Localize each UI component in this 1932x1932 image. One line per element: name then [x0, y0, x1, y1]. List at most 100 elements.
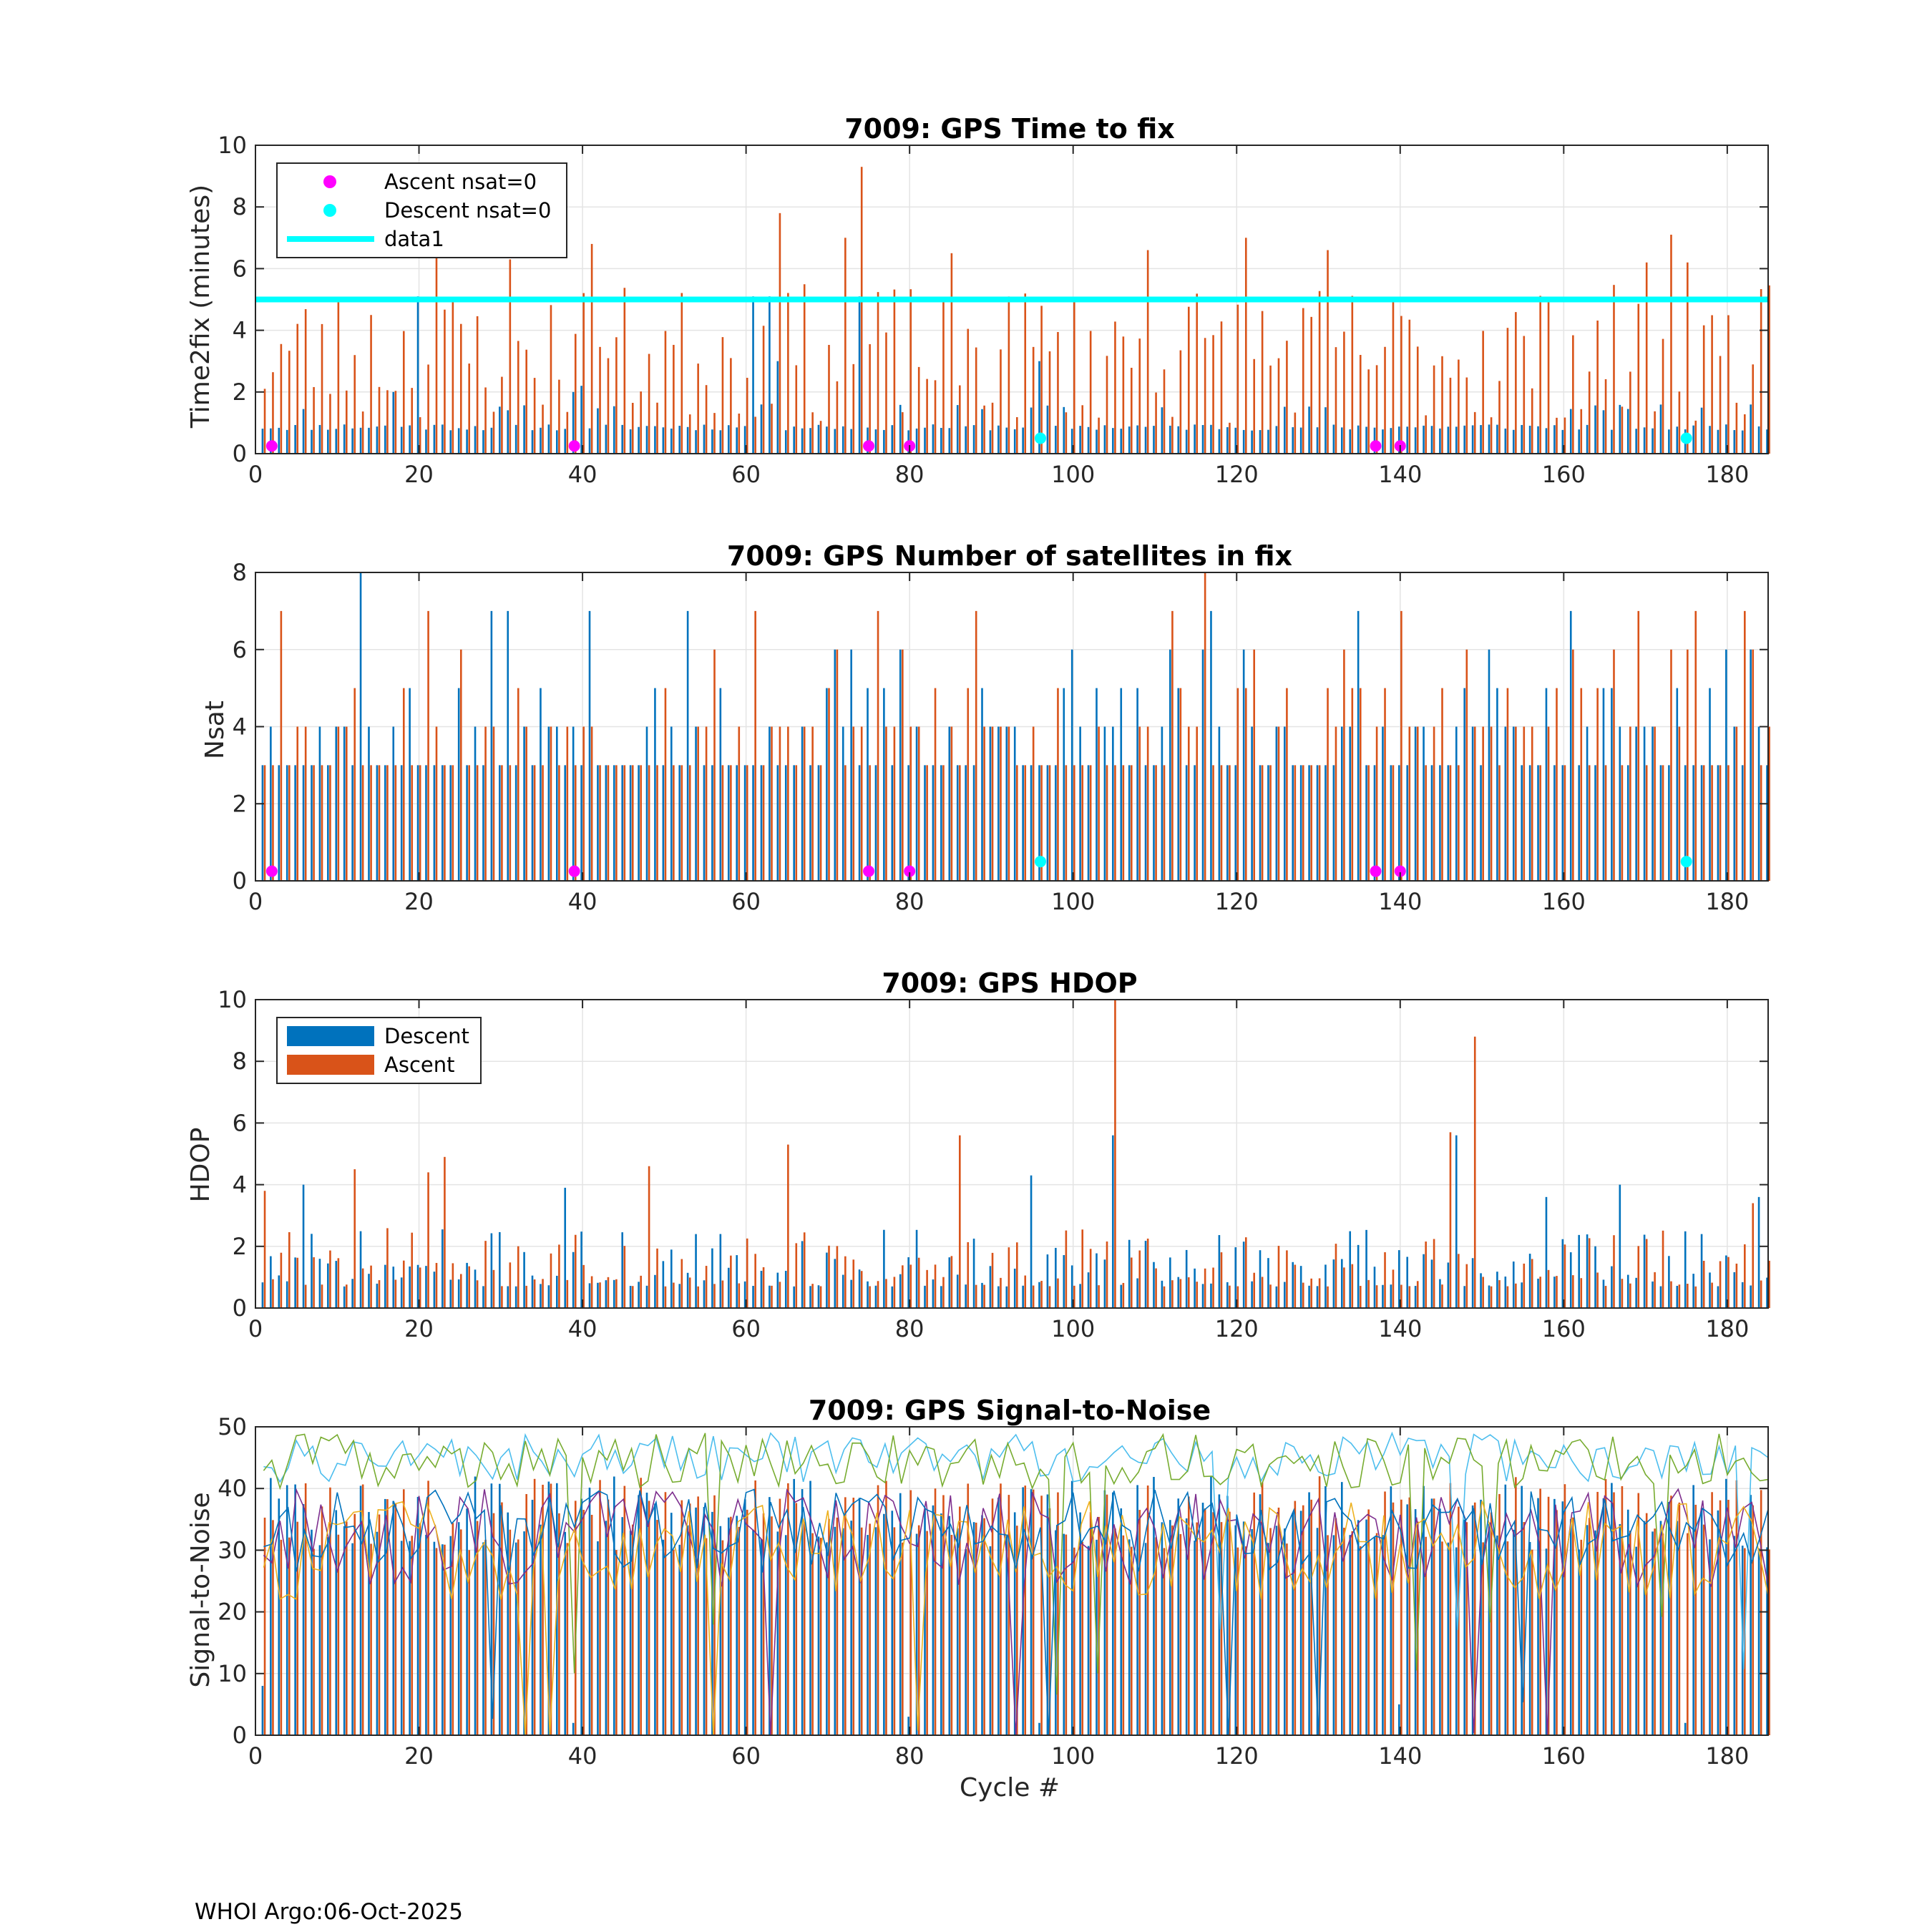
- snr-axes-box: [255, 1426, 1769, 1736]
- snr-xtick-label: 140: [1378, 1742, 1422, 1770]
- hdop-descent-bar: [1136, 1278, 1138, 1308]
- snr-descent-bar: [1079, 1512, 1081, 1735]
- time2fix-ascent-bar: [1212, 335, 1214, 454]
- hdop-descent-bar: [678, 1284, 681, 1308]
- hdop-descent-bar: [834, 1259, 836, 1308]
- time2fix-ascent-bar: [1236, 304, 1239, 454]
- time2fix-descent-bar: [580, 386, 582, 454]
- snr-ascent-bar: [656, 1520, 658, 1735]
- snr-ascent-bar: [1155, 1537, 1157, 1735]
- snr-descent-bar: [1340, 1482, 1343, 1735]
- hdop-ascent-bar: [599, 1282, 601, 1308]
- nsat-ascent-nsat0-marker: [1394, 865, 1406, 877]
- snr-ascent-bar: [1588, 1518, 1591, 1735]
- hdop-descent-bar: [1414, 1286, 1417, 1308]
- time2fix-descent-bar: [989, 430, 992, 454]
- hdop-ascent-bar: [623, 1246, 626, 1308]
- time2fix-ascent-bar: [345, 390, 348, 454]
- nsat-descent-bar: [817, 765, 820, 881]
- nsat-ascent-bar: [697, 726, 699, 881]
- nsat-ascent-bar: [1089, 765, 1092, 881]
- nsat-descent-bar: [1234, 765, 1237, 881]
- snr-ascent-bar: [1596, 1491, 1599, 1735]
- snr-descent-bar: [727, 1517, 730, 1735]
- nsat-descent-bar: [1382, 726, 1384, 881]
- time2fix-descent-bar: [1292, 427, 1294, 454]
- time2fix-descent-bar: [425, 429, 427, 454]
- time2fix-ascent-bar: [411, 388, 414, 454]
- time2fix-descent-bar: [1733, 430, 1736, 454]
- hdop-ascent-bar: [1498, 1280, 1501, 1308]
- nsat-ascent-bar: [525, 726, 527, 881]
- hdop-descent-bar: [1447, 1262, 1450, 1308]
- snr-descent-bar: [425, 1534, 427, 1735]
- nsat-ascent-bar: [771, 726, 773, 881]
- nsat-descent-bar: [1340, 726, 1343, 881]
- time2fix-ascent-bar: [787, 293, 789, 454]
- hdop-descent-bar: [1676, 1285, 1679, 1308]
- nsat-ascent-bar: [1735, 726, 1738, 881]
- hdop-ascent-bar: [452, 1263, 454, 1308]
- hdop-ascent-bar: [280, 1252, 283, 1308]
- nsat-ascent-bar: [1744, 610, 1746, 881]
- time2fix-ascent-bar: [893, 289, 896, 454]
- hdop-descent-bar: [1316, 1286, 1319, 1308]
- snr-ascent-bar: [525, 1493, 527, 1735]
- snr-descent-bar: [441, 1544, 444, 1735]
- time2fix-ascent-bar: [1375, 365, 1378, 454]
- nsat-descent-bar: [327, 765, 329, 881]
- hdop-descent-bar: [302, 1184, 305, 1308]
- nsat-ascent-bar: [1138, 726, 1141, 881]
- nsat-descent-bar: [1161, 726, 1163, 881]
- snr-ascent-bar: [296, 1521, 299, 1735]
- snr-ascent-bar: [468, 1550, 471, 1735]
- snr-ascent-bar: [1613, 1492, 1615, 1735]
- snr-ascent-bar: [950, 1534, 953, 1735]
- nsat-ascent-bar: [869, 765, 871, 881]
- hdop-ascent-bar: [1645, 1239, 1648, 1308]
- time2fix-descent-bar: [1284, 406, 1286, 454]
- nsat-descent-bar: [1242, 649, 1245, 881]
- snr-descent-bar: [1284, 1528, 1286, 1735]
- hdop-ascent-bar: [713, 1284, 716, 1308]
- hdop-descent-bar: [474, 1269, 477, 1308]
- time2fix-ascent-bar: [501, 376, 503, 454]
- time2fix-ascent-bar: [1637, 303, 1640, 454]
- hdop-ascent-bar: [459, 1274, 462, 1308]
- time2fix-descent-nsat0-marker: [1680, 432, 1692, 444]
- snr-descent-bar: [1038, 1722, 1040, 1735]
- nsat-descent-bar: [1112, 726, 1114, 881]
- time2fix-ascent-bar: [435, 250, 438, 454]
- nsat-ascent-bar: [280, 610, 283, 881]
- snr-descent-bar: [1153, 1477, 1155, 1735]
- time2fix-ascent-bar: [1556, 417, 1558, 454]
- snr-panel: 7009: GPS Signal-to-Noise Signal-to-Nois…: [186, 1395, 1770, 1802]
- nsat-descent-bar: [433, 765, 436, 881]
- time2fix-descent-bar: [409, 425, 411, 454]
- snr-descent-bar: [1251, 1528, 1253, 1735]
- hdop-descent-bar: [1626, 1274, 1629, 1308]
- snr-descent-bar: [1267, 1543, 1269, 1735]
- time2fix-xtick-label: 20: [404, 461, 434, 488]
- nsat-ascent-bar: [1351, 688, 1354, 881]
- snr-descent-bar: [769, 1497, 771, 1735]
- snr-ascent-bar: [444, 1544, 446, 1735]
- snr-ascent-bar: [263, 1517, 266, 1735]
- hdop-descent-bar: [1177, 1277, 1180, 1308]
- time2fix-descent-bar: [523, 405, 525, 454]
- snr-descent-bar: [507, 1512, 509, 1735]
- snr-ascent-bar: [1220, 1522, 1223, 1735]
- hdop-ascent-bar: [386, 1228, 389, 1308]
- time2fix-descent-bar: [874, 429, 877, 454]
- snr-descent-bar: [1292, 1512, 1294, 1735]
- nsat-descent-bar: [457, 688, 460, 881]
- snr-ascent-bar: [1244, 1546, 1247, 1735]
- nsat-ascent-bar: [599, 765, 601, 881]
- hdop-descent-bar: [1161, 1280, 1163, 1308]
- hdop-descent-bar: [662, 1261, 665, 1308]
- hdop-ascent-bar: [705, 1266, 708, 1308]
- nsat-ascent-bar: [959, 765, 961, 881]
- snr-ascent-bar: [738, 1526, 741, 1735]
- snr-ascent-bar: [1678, 1502, 1681, 1735]
- hdop-ascent-bar: [1155, 1268, 1157, 1308]
